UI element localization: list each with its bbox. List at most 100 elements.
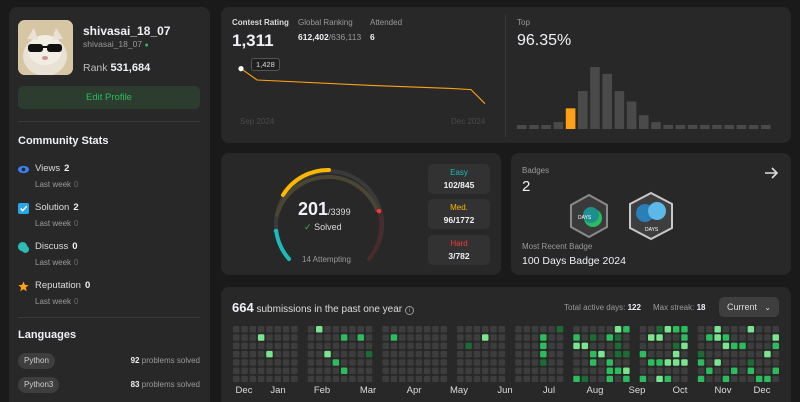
heatmap-cell [755, 326, 763, 333]
heatmap-cell [349, 326, 356, 333]
heatmap-cell [482, 350, 489, 358]
month-label: Dec [753, 385, 771, 396]
edit-profile-button[interactable]: Edit Profile [18, 86, 200, 109]
rating-line-chart[interactable] [221, 7, 505, 143]
heatmap-cell [324, 334, 331, 341]
easy-stat[interactable]: Easy 102/845 [428, 164, 490, 194]
language-chip[interactable]: Python [18, 353, 55, 369]
heatmap-cell [681, 342, 688, 350]
heatmap-cell [523, 326, 530, 333]
heatmap-cell [324, 359, 331, 366]
heatmap-cell [316, 359, 323, 366]
heatmap-cell [772, 342, 779, 350]
heatmap-cell [465, 359, 472, 366]
histogram-bar [565, 108, 576, 129]
heatmap-cell [257, 334, 265, 341]
handle-text: shivasai_18_07 [83, 39, 143, 49]
x-start-label: Sep 2024 [240, 117, 275, 126]
heatmap-cell [415, 350, 423, 358]
heatmap-cell [515, 375, 522, 382]
histogram-bar [614, 91, 625, 129]
month-label: Apr [406, 385, 422, 396]
heatmap-cell [589, 359, 597, 366]
heatmap-cell [764, 326, 771, 333]
heatmap-cell [432, 342, 439, 350]
hard-stat[interactable]: Hard 3/782 [428, 235, 490, 265]
user-handle[interactable]: shivasai_18_07 ● [83, 39, 149, 49]
heatmap-cell [706, 350, 713, 358]
top-label: Top [517, 18, 530, 27]
medium-stat[interactable]: Med. 96/1772 [428, 199, 490, 229]
heatmap-cell [581, 350, 589, 358]
profile-card: shivasai_18_07 shivasai_18_07 ● Rank 531… [9, 7, 210, 402]
rating-tooltip: 1,428 [251, 58, 280, 71]
heatmap-cell [382, 359, 389, 366]
heatmap-cell [747, 342, 755, 350]
heatmap-cell [531, 367, 539, 374]
heatmap-cell [407, 342, 414, 350]
rating-point [238, 66, 244, 72]
stat-delta: 0 [74, 297, 79, 306]
heatmap-cell [664, 350, 672, 358]
heatmap-cell [316, 342, 323, 350]
badges-card: Badges 2 DAYS DAYS Most Recent Badge 100… [511, 153, 791, 275]
attended-value: 6 [370, 32, 375, 42]
global-ranking-value: 612,402 [298, 32, 329, 42]
heatmap-cell [731, 350, 738, 358]
heatmap-cell [589, 334, 597, 341]
heatmap-cell [357, 350, 364, 358]
heatmap-cell [415, 359, 423, 366]
heatmap-cell [473, 350, 481, 358]
heatmap-cell [324, 326, 331, 333]
divider [18, 121, 200, 122]
heatmap-cell [722, 350, 730, 358]
heatmap-cell [482, 359, 489, 366]
heatmap-cell [606, 359, 613, 366]
heatmap-cell [731, 334, 738, 341]
heatmap-cell [332, 342, 340, 350]
heatmap-cell [465, 367, 472, 374]
heatmap-cell [764, 334, 771, 341]
histogram-bar [553, 122, 564, 129]
heatmap-cell [432, 334, 439, 341]
year-dropdown[interactable]: Current ⌄ [719, 297, 779, 317]
submission-heatmap[interactable] [233, 326, 783, 382]
heatmap-cell [515, 350, 522, 358]
heatmap-cell [249, 326, 257, 333]
rating-histogram[interactable] [517, 63, 777, 131]
heatmap-cell [249, 342, 257, 350]
submissions-summary: 664 submissions in the past one year i [232, 300, 414, 315]
50-days-badge-icon[interactable]: DAYS [568, 193, 610, 239]
avatar[interactable] [18, 20, 73, 75]
heatmap-cell [407, 334, 414, 341]
info-icon[interactable]: i [404, 306, 414, 315]
heatmap-cell [722, 326, 730, 333]
heatmap-cell [656, 342, 663, 350]
submissions-text: submissions in the past one year [256, 304, 403, 315]
heatmap-cell [755, 350, 763, 358]
heatmap-cell [589, 342, 597, 350]
histogram-bar [761, 125, 771, 129]
solution-icon [18, 203, 29, 214]
heatmap-cell [399, 375, 406, 382]
heatmap-cell [307, 359, 315, 366]
heatmap-cell [581, 342, 589, 350]
language-chip[interactable]: Python3 [18, 377, 60, 393]
heatmap-cell [249, 367, 257, 374]
100-days-badge-icon[interactable]: DAYS [627, 191, 675, 241]
heatmap-cell [357, 326, 364, 333]
histogram-bar [541, 125, 551, 129]
heatmap-cell [606, 334, 613, 341]
heatmap-cell [722, 342, 730, 350]
check-icon: ✓ [304, 222, 312, 232]
heatmap-cell [407, 375, 414, 382]
arrow-right-icon[interactable] [763, 165, 779, 181]
heatmap-cell [614, 334, 622, 341]
heatmap-cell [747, 334, 755, 341]
heatmap-cell [324, 367, 331, 374]
heatmap-cell [291, 326, 298, 333]
heatmap-cell [233, 326, 240, 333]
month-label: Jul [542, 385, 556, 396]
heatmap-cell [739, 326, 746, 333]
histogram-bar [675, 125, 686, 129]
